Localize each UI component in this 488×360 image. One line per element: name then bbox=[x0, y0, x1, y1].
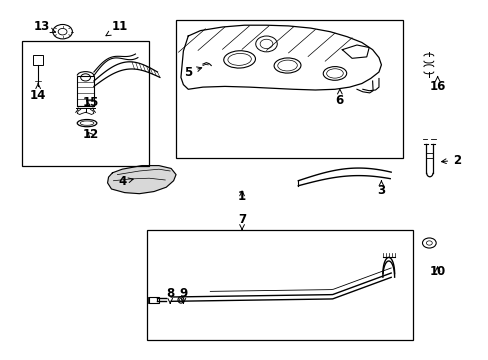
Text: 14: 14 bbox=[30, 83, 46, 102]
Text: 6: 6 bbox=[335, 89, 343, 107]
Text: 9: 9 bbox=[179, 287, 187, 303]
Text: 4: 4 bbox=[118, 175, 133, 188]
Bar bbox=[22, 41, 149, 166]
Text: 7: 7 bbox=[238, 213, 245, 229]
Text: 2: 2 bbox=[441, 154, 460, 167]
Text: 15: 15 bbox=[82, 96, 99, 109]
Text: 10: 10 bbox=[428, 265, 445, 278]
Bar bbox=[146, 230, 412, 340]
Text: 3: 3 bbox=[377, 181, 385, 197]
Bar bbox=[77, 76, 94, 106]
Text: 11: 11 bbox=[106, 21, 128, 36]
Text: 16: 16 bbox=[428, 77, 445, 93]
Bar bbox=[176, 20, 403, 158]
Text: 1: 1 bbox=[238, 190, 245, 203]
Text: 8: 8 bbox=[166, 287, 174, 303]
Text: 13: 13 bbox=[33, 21, 55, 33]
Text: 5: 5 bbox=[184, 66, 201, 78]
Bar bbox=[149, 297, 159, 303]
Bar bbox=[33, 55, 43, 65]
Text: 12: 12 bbox=[82, 129, 99, 141]
Polygon shape bbox=[107, 166, 176, 194]
